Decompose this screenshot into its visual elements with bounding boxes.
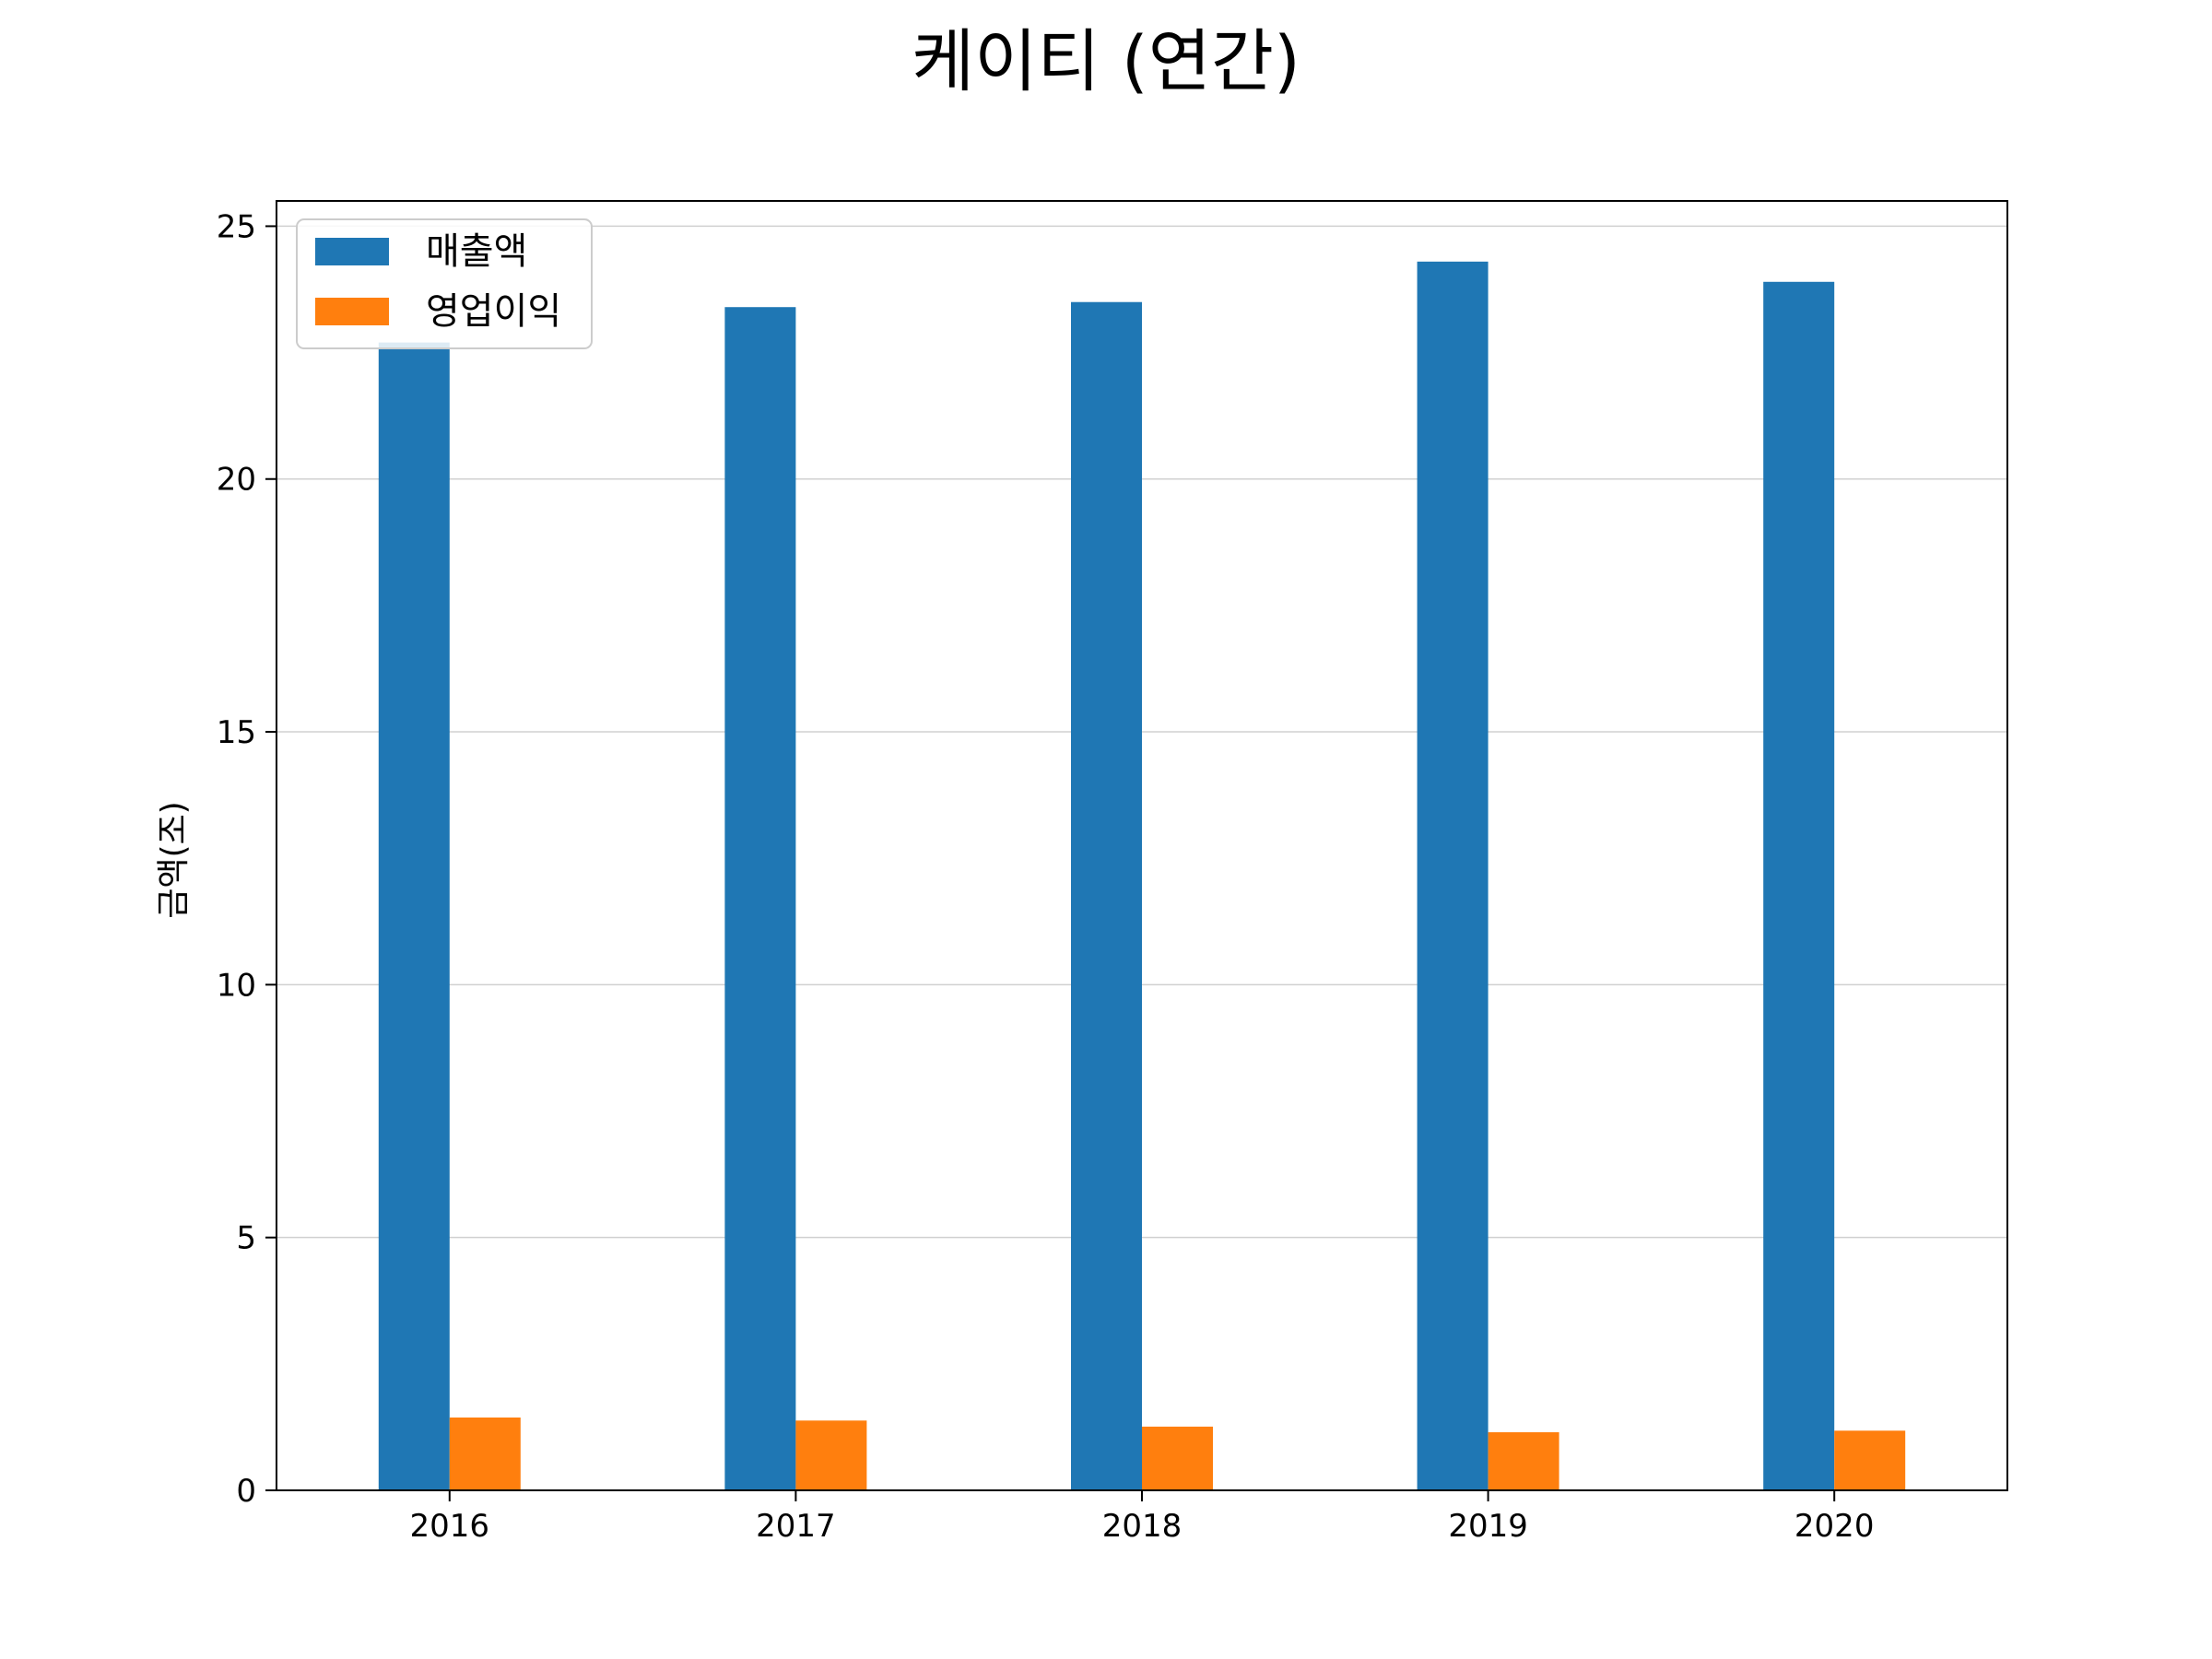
legend-label: 매출액 — [426, 230, 527, 273]
bars — [378, 261, 1906, 1491]
x-tick-label: 2017 — [756, 1508, 836, 1545]
x-tick-label: 2018 — [1102, 1508, 1182, 1545]
y-tick-label: 20 — [217, 462, 256, 499]
bar-operating-profit-2018 — [1142, 1426, 1213, 1490]
x-tick-label: 2020 — [1794, 1508, 1875, 1545]
legend-swatch — [315, 298, 389, 325]
bar-revenue-2018 — [1071, 301, 1142, 1491]
bar-revenue-2017 — [724, 307, 796, 1490]
x-tick-label: 2019 — [1448, 1508, 1528, 1545]
axes: 0 5 10 15 20 25 2016 2017 2018 2019 2020 — [217, 200, 2008, 1545]
legend-label: 영업이익 — [426, 290, 561, 333]
legend-swatch — [315, 238, 389, 265]
y-tick-label: 5 — [236, 1220, 256, 1257]
plot-frame — [276, 200, 2008, 1491]
bar-revenue-2020 — [1763, 281, 1835, 1490]
y-axis-label: 금액(조) — [155, 801, 193, 918]
chart-title: 케이티 (연간) — [912, 22, 1300, 101]
bar-revenue-2016 — [378, 342, 450, 1490]
bar-operating-profit-2017 — [795, 1420, 867, 1490]
y-tick-label: 25 — [217, 208, 256, 245]
x-tick-label: 2016 — [410, 1508, 490, 1545]
y-tick-label: 15 — [217, 714, 256, 751]
bar-operating-profit-2020 — [1834, 1430, 1906, 1490]
y-tick-label: 10 — [217, 967, 256, 1004]
bar-revenue-2019 — [1417, 261, 1488, 1490]
bar-operating-profit-2019 — [1488, 1431, 1559, 1490]
y-tick-label: 0 — [236, 1473, 256, 1510]
bar-operating-profit-2016 — [449, 1417, 521, 1490]
